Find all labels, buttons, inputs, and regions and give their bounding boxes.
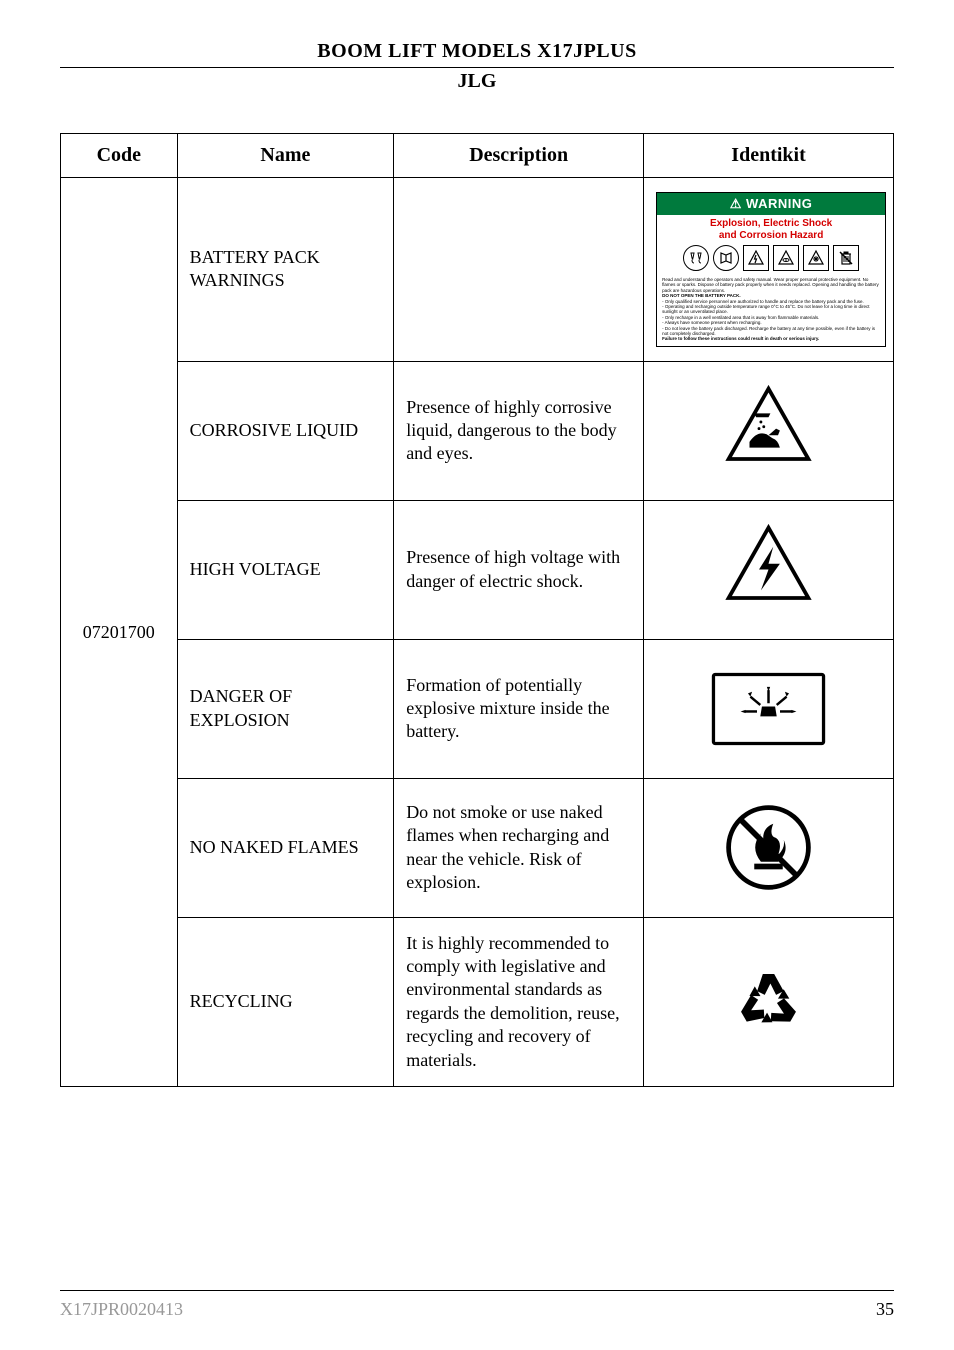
name-cell: HIGH VOLTAGE <box>177 500 394 639</box>
corrosive-icon <box>683 245 709 271</box>
ident-cell <box>644 361 894 500</box>
table-row: CORROSIVE LIQUID Presence of highly corr… <box>61 361 894 500</box>
name-cell: BATTERY PACK WARNINGS <box>177 178 394 362</box>
table-row: DANGER OF EXPLOSION Formation of potenti… <box>61 639 894 778</box>
warning-icon-row <box>657 245 885 275</box>
name-cell: CORROSIVE LIQUID <box>177 361 394 500</box>
corrosive-pictogram <box>656 376 881 486</box>
warning-fine-print: Read and understand the operators and sa… <box>657 275 885 346</box>
table-row: RECYCLING It is highly recommended to co… <box>61 917 894 1086</box>
manual-icon <box>713 245 739 271</box>
name-cell: NO NAKED FLAMES <box>177 778 394 917</box>
name-cell: RECYCLING <box>177 917 394 1086</box>
spec-table: Code Name Description Identikit 07201700… <box>60 133 894 1087</box>
name-cell: DANGER OF EXPLOSION <box>177 639 394 778</box>
ident-cell <box>644 917 894 1086</box>
col-code: Code <box>61 134 178 178</box>
eye-triangle-icon <box>773 245 799 271</box>
desc-cell: Presence of highly corrosi­ve liquid, da… <box>394 361 644 500</box>
page-subtitle: JLG <box>60 70 894 93</box>
warning-bar: ⚠ WARNING <box>657 193 885 215</box>
footer-doc-id: X17JPR0020413 <box>60 1299 183 1320</box>
col-description: Description <box>394 134 644 178</box>
col-name: Name <box>177 134 394 178</box>
desc-cell: Presence of high voltage with danger of … <box>394 500 644 639</box>
high-voltage-pictogram <box>656 515 881 625</box>
table-row: HIGH VOLTAGE Presence of high voltage wi… <box>61 500 894 639</box>
desc-cell <box>394 178 644 362</box>
desc-cell: Formation of potentially explosive mixtu… <box>394 639 644 778</box>
shock-triangle-icon <box>743 245 769 271</box>
ident-cell <box>644 639 894 778</box>
table-row: 07201700 BATTERY PACK WARNINGS ⚠ WARNING… <box>61 178 894 362</box>
table-row: NO NAKED FLAMES Do not smoke or use nake… <box>61 778 894 917</box>
explosion-triangle-icon <box>803 245 829 271</box>
ident-cell: ⚠ WARNING Explosion, Electric Shock and … <box>644 178 894 362</box>
code-cell: 07201700 <box>61 178 178 1087</box>
desc-cell: It is highly recommended to comply with … <box>394 917 644 1086</box>
col-identikit: Identikit <box>644 134 894 178</box>
warning-red-text: Explosion, Electric Shock and Corrosion … <box>657 215 885 245</box>
ident-cell <box>644 778 894 917</box>
warning-label: ⚠ WARNING Explosion, Electric Shock and … <box>656 192 886 347</box>
desc-cell: Do not smoke or use naked flames when re… <box>394 778 644 917</box>
header-rule <box>60 67 894 68</box>
no-flames-pictogram <box>656 793 881 903</box>
explosion-pictogram <box>656 654 881 764</box>
footer-page-number: 35 <box>876 1299 894 1320</box>
page-footer: X17JPR0020413 35 <box>60 1282 894 1320</box>
footer-rule <box>60 1290 894 1291</box>
page-title: BOOM LIFT MODELS X17JPLUS <box>60 40 894 63</box>
recycling-pictogram <box>656 947 881 1057</box>
bin-icon <box>833 245 859 271</box>
ident-cell <box>644 500 894 639</box>
